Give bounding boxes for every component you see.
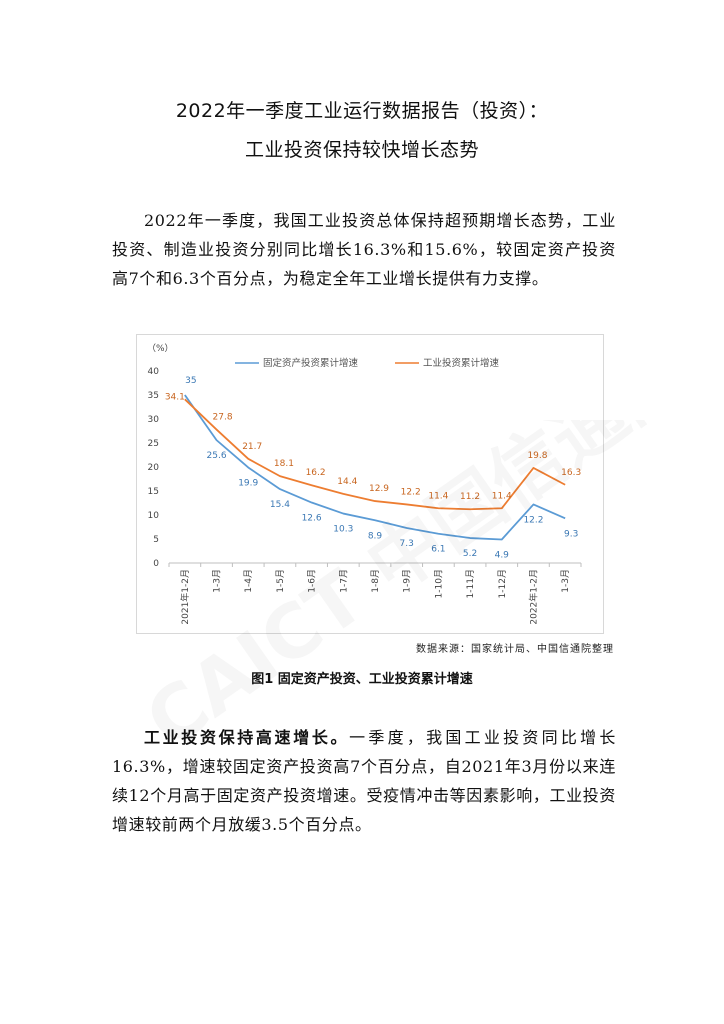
data-label: 12.9	[369, 484, 389, 494]
paragraph-2-lead: 工业投资保持高速增长。	[144, 728, 350, 747]
x-tick-label: 1-9月	[402, 569, 413, 593]
data-label: 14.4	[337, 477, 357, 487]
data-label: 10.3	[333, 525, 353, 535]
x-tick-label: 1-5月	[275, 569, 286, 593]
data-label: 6.1	[431, 545, 445, 555]
data-label: 7.3	[400, 539, 414, 549]
data-label: 11.4	[428, 491, 448, 501]
x-tick-label: 1-8月	[370, 569, 381, 593]
y-tick-label: 30	[148, 415, 160, 425]
data-label: 11.2	[460, 492, 480, 502]
data-label: 16.2	[306, 468, 326, 478]
paragraph-2: 工业投资保持高速增长。一季度，我国工业投资同比增长16.3%，增速较固定资产投资…	[112, 723, 616, 839]
y-axis: 0 5 10 15 20 25 30 35 40	[148, 367, 160, 569]
y-tick-label: 40	[148, 367, 160, 377]
data-label: 34.1	[165, 392, 185, 402]
data-label: 11.4	[492, 491, 512, 501]
data-label: 15.4	[270, 500, 290, 510]
x-tick-label: 1-7月	[338, 569, 349, 593]
x-tick-label: 2021年1-2月	[179, 569, 191, 625]
chart-legend: 固定资产投资累计增速 工业投资累计增速	[235, 357, 500, 369]
paragraph-1: 2022年一季度，我国工业投资总体保持超预期增长态势，工业投资、制造业投资分别同…	[112, 211, 616, 288]
data-label: 12.2	[401, 487, 421, 497]
series-layer: 35 25.6 19.9 15.4 12.6 10.3 8.9 7.3 6.1 5.2 4.9 12.…	[165, 376, 581, 560]
chart-frame: （%） 固定资产投资累计增速 工业投资累计增速 0 5 10 15 20 25 30 35 40…	[136, 334, 604, 634]
x-tick-label: 1-10月	[433, 569, 444, 598]
data-label: 4.9	[495, 550, 510, 560]
data-label: 18.1	[274, 459, 294, 469]
y-tick-label: 15	[148, 487, 159, 497]
x-tick-label: 1-12月	[497, 569, 508, 598]
data-label: 25.6	[207, 451, 227, 461]
legend-label-fixed-asset: 固定资产投资累计增速	[263, 357, 359, 369]
x-axis: 2021年1-2月 1-3月 1-4月 1-5月 1-6月 1-7月 1-8月 1-9月 1-1…	[168, 562, 582, 625]
y-tick-label: 0	[153, 559, 159, 569]
x-tick-label: 2022年1-2月	[527, 569, 539, 625]
data-label: 21.7	[242, 442, 262, 452]
data-label: 12.6	[302, 514, 322, 524]
x-tick-label: 1-4月	[243, 569, 254, 593]
y-tick-label: 25	[148, 439, 159, 449]
x-tick-label: 1-6月	[307, 569, 318, 593]
data-label: 19.9	[238, 478, 258, 488]
y-tick-label: 5	[153, 535, 159, 545]
data-label: 35	[185, 376, 196, 386]
line-chart: （%） 固定资产投资累计增速 工业投资累计增速 0 5 10 15 20 25 30 35 40…	[147, 343, 582, 625]
data-label: 12.2	[523, 515, 543, 525]
y-tick-label: 35	[148, 391, 159, 401]
x-tick-label: 1-3月	[212, 569, 223, 593]
y-unit-label: （%）	[147, 343, 174, 354]
data-label: 8.9	[368, 531, 383, 541]
data-label: 19.8	[527, 451, 547, 461]
data-label: 27.8	[213, 413, 233, 423]
data-label: 16.3	[561, 468, 581, 478]
x-tick-label: 1-3月	[560, 569, 571, 593]
data-source-note: 数据来源：国家统计局、中国信通院整理	[416, 644, 614, 655]
paragraph-2-body: 一季度，我国工业投资同比增长16.3%，增速较固定资产投资高7个百分点，自202…	[112, 728, 616, 834]
title-line-2: 工业投资保持较快增长态势	[244, 139, 479, 161]
series-line-fixed-asset	[184, 394, 566, 541]
series-line-industrial	[184, 398, 566, 511]
data-label: 9.3	[564, 529, 578, 539]
y-tick-label: 10	[148, 511, 160, 521]
legend-label-industrial: 工业投资累计增速	[423, 357, 500, 369]
title-line-1: 2022年一季度工业运行数据报告（投资）：	[175, 100, 549, 122]
x-tick-label: 1-11月	[465, 569, 476, 598]
y-tick-label: 20	[148, 463, 160, 473]
data-label: 5.2	[463, 549, 477, 559]
figure-caption: 图1 固定资产投资、工业投资累计增速	[251, 672, 473, 687]
